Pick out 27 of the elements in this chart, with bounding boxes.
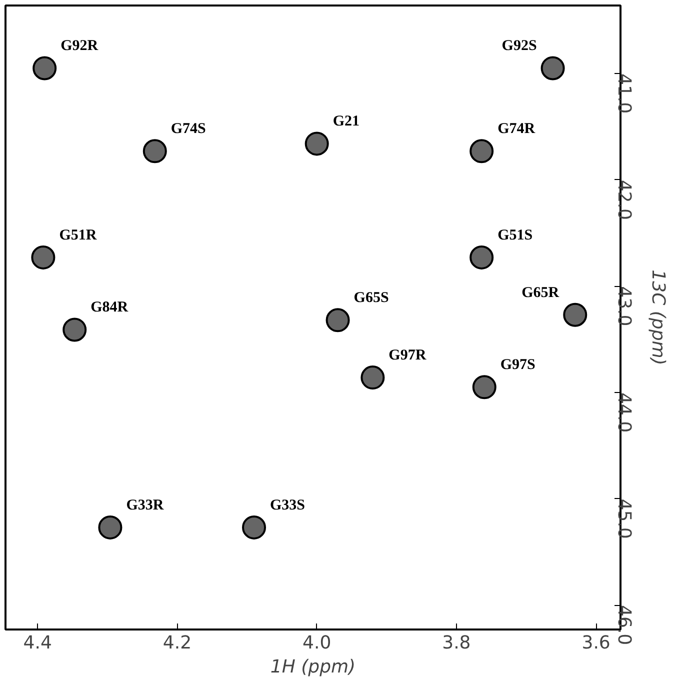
annotation: G74S [170, 121, 206, 138]
annotation: G51S [498, 227, 533, 244]
x-tick-label: 4.4 [23, 632, 52, 654]
y-tick-label: 44.0 [614, 392, 634, 433]
annotation: G92R [60, 38, 98, 54]
annotation: G92S [502, 38, 537, 54]
annotation: G65S [354, 290, 389, 306]
x-tick-label: 4.0 [302, 632, 332, 654]
annotation: G21 [332, 114, 360, 130]
x-axis-title: 1H (ppm) [270, 656, 356, 678]
x-tick-label: 3.8 [442, 632, 471, 654]
y-axis-title: 13C (ppm) [648, 270, 668, 366]
annotation: G97S [500, 357, 536, 374]
annotation: G74R [498, 121, 536, 138]
annotation: G33R [126, 497, 164, 514]
y-tick-label: 42.0 [614, 180, 634, 220]
y-tick-label: 41.0 [614, 74, 634, 114]
annotation: G97R [388, 348, 426, 364]
annotation: G51R [59, 227, 97, 244]
x-tick-label: 4.2 [162, 632, 192, 654]
x-tick-label: 3.6 [582, 632, 610, 654]
annotation: G65R [522, 284, 560, 301]
y-tick-label: 43.0 [614, 286, 634, 326]
y-tick-label: 46.0 [614, 605, 634, 646]
y-tick-label: 45.0 [614, 498, 634, 539]
annotation: G84R [90, 300, 128, 316]
annotation: G33S [270, 497, 306, 514]
